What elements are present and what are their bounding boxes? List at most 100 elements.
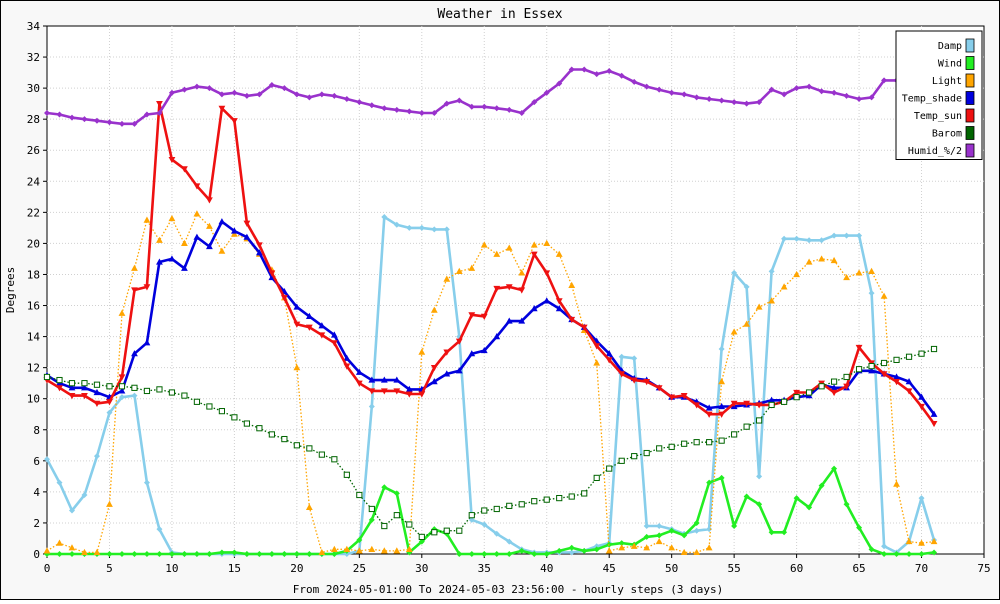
legend-swatch: [965, 73, 975, 88]
data-point-light: [868, 267, 875, 274]
data-point-wind: [656, 532, 663, 539]
data-point-light: [231, 230, 238, 237]
data-point-humid-2: [231, 89, 238, 96]
data-point-wind: [668, 527, 675, 534]
data-point-light: [355, 547, 363, 554]
data-point-light: [68, 544, 76, 551]
data-point-temp-shade: [918, 393, 925, 400]
data-point-temp-shade: [93, 388, 101, 396]
data-point-light: [680, 548, 688, 556]
data-point-humid-2: [106, 119, 113, 126]
data-point-humid-2: [443, 100, 450, 107]
data-point-damp: [693, 527, 700, 534]
legend: Damp Wind Light Temp_shade Temp_sun Barom Humi…: [895, 30, 983, 160]
data-point-damp: [756, 473, 763, 480]
data-point-barom: [181, 392, 188, 399]
data-point-damp: [56, 479, 63, 486]
data-point-temp-sun: [106, 399, 113, 406]
data-point-wind: [518, 547, 525, 554]
data-point-light: [218, 247, 226, 254]
data-point-temp-sun: [580, 324, 588, 331]
data-point-damp: [393, 221, 400, 228]
data-point-wind: [506, 551, 513, 557]
data-point-light: [830, 256, 838, 264]
data-point-temp-shade: [293, 303, 301, 310]
x-tick-label: 30: [415, 562, 428, 575]
data-point-wind: [931, 549, 938, 556]
data-point-damp: [818, 237, 825, 244]
data-point-barom: [356, 491, 363, 499]
data-point-temp-shade: [81, 384, 88, 391]
data-point-humid-2: [293, 91, 300, 98]
legend-label: Temp_shade: [902, 94, 962, 105]
data-point-barom: [393, 512, 400, 519]
data-point-barom: [481, 507, 488, 514]
data-point-wind: [893, 551, 900, 557]
data-point-light: [693, 548, 701, 556]
data-point-barom: [781, 398, 788, 405]
data-point-temp-sun: [118, 374, 126, 381]
data-point-humid-2: [181, 86, 188, 93]
data-point-temp-sun: [255, 242, 263, 249]
data-point-wind: [418, 538, 425, 545]
data-point-temp-sun: [268, 270, 276, 277]
data-point-temp-sun: [305, 324, 313, 331]
data-point-barom: [593, 474, 600, 482]
data-point-humid-2: [631, 78, 638, 85]
data-point-light: [855, 269, 863, 276]
data-point-wind: [768, 529, 775, 536]
data-point-wind: [906, 551, 913, 557]
data-point-temp-shade: [530, 305, 538, 312]
chart-title: Weather in Essex: [437, 7, 562, 22]
data-point-humid-2: [768, 86, 775, 93]
data-point-light: [393, 547, 401, 554]
data-point-light: [156, 236, 163, 243]
data-point-temp-shade: [380, 376, 388, 383]
data-point-damp: [381, 214, 388, 221]
data-point-damp: [406, 224, 413, 231]
data-point-temp-shade: [393, 376, 401, 383]
data-point-temp-sun: [468, 312, 476, 319]
data-point-humid-2: [518, 109, 525, 116]
data-point-light: [193, 210, 201, 217]
data-point-wind: [781, 529, 788, 536]
data-point-wind: [468, 551, 475, 557]
data-point-light: [93, 548, 101, 556]
data-point-damp: [831, 232, 838, 239]
data-point-temp-sun: [918, 403, 925, 411]
data-point-humid-2: [81, 116, 88, 123]
data-point-temp-sun: [930, 420, 938, 428]
data-point-damp: [93, 453, 100, 460]
data-point-barom: [468, 512, 475, 519]
data-point-temp-sun: [231, 118, 238, 125]
data-point-wind: [793, 495, 800, 502]
data-point-humid-2: [543, 89, 550, 96]
x-tick-label: 35: [478, 562, 491, 575]
data-point-humid-2: [718, 97, 725, 104]
data-point-humid-2: [256, 91, 263, 98]
data-point-damp: [131, 392, 138, 399]
data-point-wind: [831, 465, 838, 472]
data-point-light: [655, 537, 663, 545]
data-point-barom: [868, 362, 875, 370]
data-point-temp-sun: [93, 400, 101, 407]
data-point-damp: [868, 290, 875, 297]
data-point-temp-shade: [156, 258, 163, 265]
data-point-light: [618, 544, 626, 551]
data-point-damp: [731, 269, 738, 276]
data-point-temp-sun: [430, 365, 438, 372]
data-point-temp-sun: [330, 340, 338, 347]
data-point-damp: [431, 226, 438, 233]
data-point-light: [118, 309, 126, 316]
data-point-light: [56, 539, 63, 546]
data-point-temp-sun: [368, 388, 376, 395]
data-point-damp: [843, 232, 850, 239]
data-point-wind: [118, 551, 125, 557]
data-point-temp-shade: [718, 402, 726, 410]
data-point-barom: [631, 453, 638, 460]
data-point-temp-shade: [868, 367, 875, 374]
data-point-humid-2: [806, 83, 813, 90]
data-point-humid-2: [693, 94, 700, 101]
data-point-light: [455, 267, 463, 274]
data-point-light: [880, 292, 888, 299]
